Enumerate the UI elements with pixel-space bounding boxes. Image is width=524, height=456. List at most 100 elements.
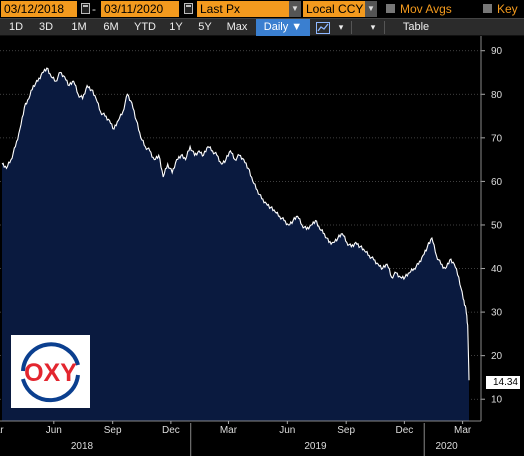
period-button-1y[interactable]: 1Y [169,21,183,33]
frequency-select[interactable]: Daily ▼ [256,19,310,36]
price-point [252,181,253,182]
price-point [319,229,320,230]
price-point [212,150,213,151]
price-point [100,111,101,112]
price-point [163,176,164,177]
year-label: 2020 [435,441,458,452]
price-point [306,229,307,230]
x-tick-label: Dec [395,425,413,436]
calendar-icon[interactable] [81,3,90,14]
toolbar-divider [351,21,352,34]
price-point [369,255,370,256]
price-point [467,325,468,326]
price-point [46,68,47,69]
period-button-ytd[interactable]: YTD [134,21,156,33]
price-point [418,264,419,265]
price-point [409,272,410,273]
price-point [248,168,249,169]
period-button-3d[interactable]: 3D [38,21,54,33]
period-button-1m[interactable]: 1M [71,21,87,33]
price-point [140,137,141,138]
period-button-5y[interactable]: 5Y [198,21,212,33]
price-point [73,81,74,82]
price-point [463,298,464,299]
line-chart-icon[interactable] [314,19,332,36]
toolbar-divider [384,21,385,34]
price-point [167,163,168,164]
price-point [51,76,52,77]
start-date-field[interactable]: 03/12/2018 [1,1,77,17]
price-point [55,81,56,82]
price-point [230,150,231,151]
currency-select[interactable]: Local CCY [303,1,365,17]
year-label: 2019 [304,441,327,452]
price-point [6,168,7,169]
price-point [431,237,432,238]
price-point [328,242,329,243]
price-point [176,159,177,160]
chevron-down-icon[interactable]: ▼ [289,1,301,17]
price-point [24,107,25,108]
y-tick-label: 30 [491,308,503,319]
key-checkbox[interactable] [483,4,492,13]
price-point [207,146,208,147]
price-point [373,259,374,260]
price-point [15,146,16,147]
price-field-select[interactable]: Last Px [197,1,289,17]
price-point [243,159,244,160]
price-point [378,264,379,265]
price-point [261,198,262,199]
price-point [364,251,365,252]
price-point [288,224,289,225]
price-point [266,203,267,204]
price-chart[interactable]: 10 20 30 40 50 60 70 80 90 Mar Jun Sep Dec Mar Jun Sep D… [0,36,524,456]
period-button-1d[interactable]: 1D [8,21,24,33]
price-point [185,159,186,160]
price-point [458,277,459,278]
x-tick-label: Sep [337,425,355,436]
date-range-separator: - [92,2,96,16]
price-point [122,111,123,112]
period-button-6m[interactable]: 6M [103,21,119,33]
price-point [149,150,150,151]
price-point [189,146,190,147]
chart-type-dropdown-icon[interactable]: ▾ [338,22,344,32]
price-point [95,98,96,99]
price-point [337,237,338,238]
period-button-max[interactable]: Max [226,21,248,33]
logo-text: OXY [24,359,77,387]
price-point [355,242,356,243]
price-point [400,277,401,278]
price-point [465,307,466,308]
price-area [2,68,469,421]
end-date-field[interactable]: 03/11/2020 [101,1,179,17]
price-point [445,268,446,269]
chevron-down-icon[interactable]: ▼ [365,1,377,17]
price-point [333,242,334,243]
toolbar-periods: 1D 3D 1M 6M YTD 1Y 5Y Max Daily ▼ ▾ ▾ Ta… [0,18,524,36]
calendar-icon[interactable] [184,3,193,14]
mov-avgs-checkbox[interactable] [386,4,395,13]
settings-dropdown-icon[interactable]: ▾ [370,22,376,32]
price-point [315,220,316,221]
price-point [64,76,65,77]
price-point [301,224,302,225]
price-point [297,216,298,217]
price-point [113,129,114,130]
price-point [216,155,217,156]
y-tick-label: 80 [491,90,503,101]
price-point [33,85,34,86]
price-point [391,277,392,278]
price-point [154,159,155,160]
price-point [234,159,235,160]
y-tick-label: 50 [491,220,503,231]
price-point [351,246,352,247]
year-label: 2018 [71,441,94,452]
price-point [413,268,414,269]
table-button[interactable]: Table [402,21,430,33]
x-tick-label: Sep [104,425,122,436]
price-point [203,155,204,156]
price-point [104,115,105,116]
price-point [270,207,271,208]
x-tick-label: Mar [220,425,238,436]
